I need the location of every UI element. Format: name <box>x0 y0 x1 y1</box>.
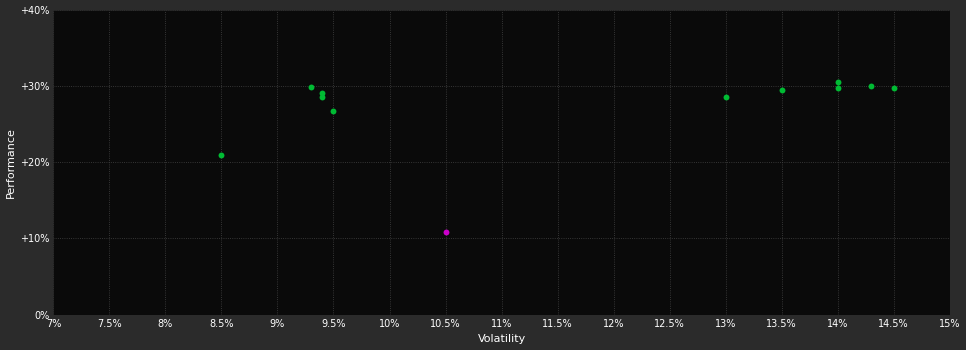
Point <box>315 94 330 99</box>
Point <box>864 83 879 89</box>
X-axis label: Volatility: Volatility <box>477 335 526 344</box>
Point <box>213 152 229 157</box>
Y-axis label: Performance: Performance <box>6 127 15 198</box>
Point <box>886 85 901 91</box>
Point <box>830 85 845 91</box>
Point <box>326 108 341 114</box>
Point <box>315 90 330 96</box>
Point <box>438 230 453 235</box>
Point <box>303 85 319 90</box>
Point <box>718 94 733 99</box>
Point <box>774 88 789 93</box>
Point <box>830 79 845 85</box>
